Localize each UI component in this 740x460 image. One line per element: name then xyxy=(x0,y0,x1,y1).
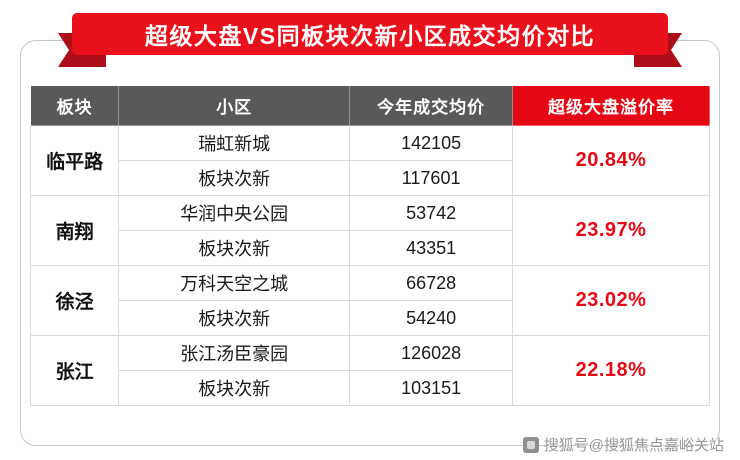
block-name: 临平路 xyxy=(29,125,120,196)
avg-price: 43351 xyxy=(349,230,514,266)
table-row: 板块次新 103151 xyxy=(31,370,710,406)
table-row: 板块次新 117601 xyxy=(31,160,710,196)
avg-price: 66728 xyxy=(349,265,514,301)
title-ribbon: 超级大盘VS同板块次新小区成交均价对比 xyxy=(58,13,668,67)
price-comparison-table: 板块 小区 今年成交均价 超级大盘溢价率 临平路 瑞虹新城 142105 20.… xyxy=(29,85,710,406)
premium-rate: 22.18% xyxy=(512,335,710,406)
block-name: 徐泾 xyxy=(29,265,120,336)
community-name: 板块次新 xyxy=(118,160,351,196)
premium-rate: 20.84% xyxy=(512,125,710,196)
community-name: 张江汤臣豪园 xyxy=(118,335,351,371)
block-name: 南翔 xyxy=(29,195,120,266)
sohu-logo-icon xyxy=(522,436,539,453)
premium-rate: 23.02% xyxy=(512,265,710,336)
community-name: 万科天空之城 xyxy=(118,265,351,301)
watermark: 搜狐号@搜狐焦点嘉峪关站 xyxy=(522,434,724,455)
table-header-row: 板块 小区 今年成交均价 超级大盘溢价率 xyxy=(29,85,710,126)
table-card: 板块 小区 今年成交均价 超级大盘溢价率 临平路 瑞虹新城 142105 20.… xyxy=(20,40,720,446)
watermark-text: 搜狐号@搜狐焦点嘉峪关站 xyxy=(543,437,724,454)
community-name: 瑞虹新城 xyxy=(118,125,351,161)
community-name: 板块次新 xyxy=(118,370,351,406)
community-name: 华润中央公园 xyxy=(118,195,351,231)
table-row: 南翔 华润中央公园 53742 23.97% xyxy=(29,195,710,266)
table-row: 临平路 瑞虹新城 142105 20.84% xyxy=(29,125,710,196)
header-price: 今年成交均价 xyxy=(349,85,514,126)
avg-price: 117601 xyxy=(349,160,514,196)
avg-price: 53742 xyxy=(349,195,514,231)
table-wrapper: 板块 小区 今年成交均价 超级大盘溢价率 临平路 瑞虹新城 142105 20.… xyxy=(29,85,710,406)
avg-price: 142105 xyxy=(349,125,514,161)
avg-price: 126028 xyxy=(349,335,514,371)
ribbon-bar: 超级大盘VS同板块次新小区成交均价对比 xyxy=(72,13,668,55)
header-premium: 超级大盘溢价率 xyxy=(512,85,710,126)
header-community: 小区 xyxy=(118,85,351,126)
table-row: 张江 张江汤臣豪园 126028 22.18% xyxy=(29,335,710,406)
avg-price: 54240 xyxy=(349,300,514,336)
table-row: 徐泾 万科天空之城 66728 23.02% xyxy=(29,265,710,336)
community-name: 板块次新 xyxy=(118,300,351,336)
header-block: 板块 xyxy=(29,85,120,126)
page-title: 超级大盘VS同板块次新小区成交均价对比 xyxy=(144,23,596,49)
community-name: 板块次新 xyxy=(118,230,351,266)
table-row: 板块次新 54240 xyxy=(31,300,710,336)
block-name: 张江 xyxy=(29,335,120,406)
avg-price: 103151 xyxy=(349,370,514,406)
premium-rate: 23.97% xyxy=(512,195,710,266)
